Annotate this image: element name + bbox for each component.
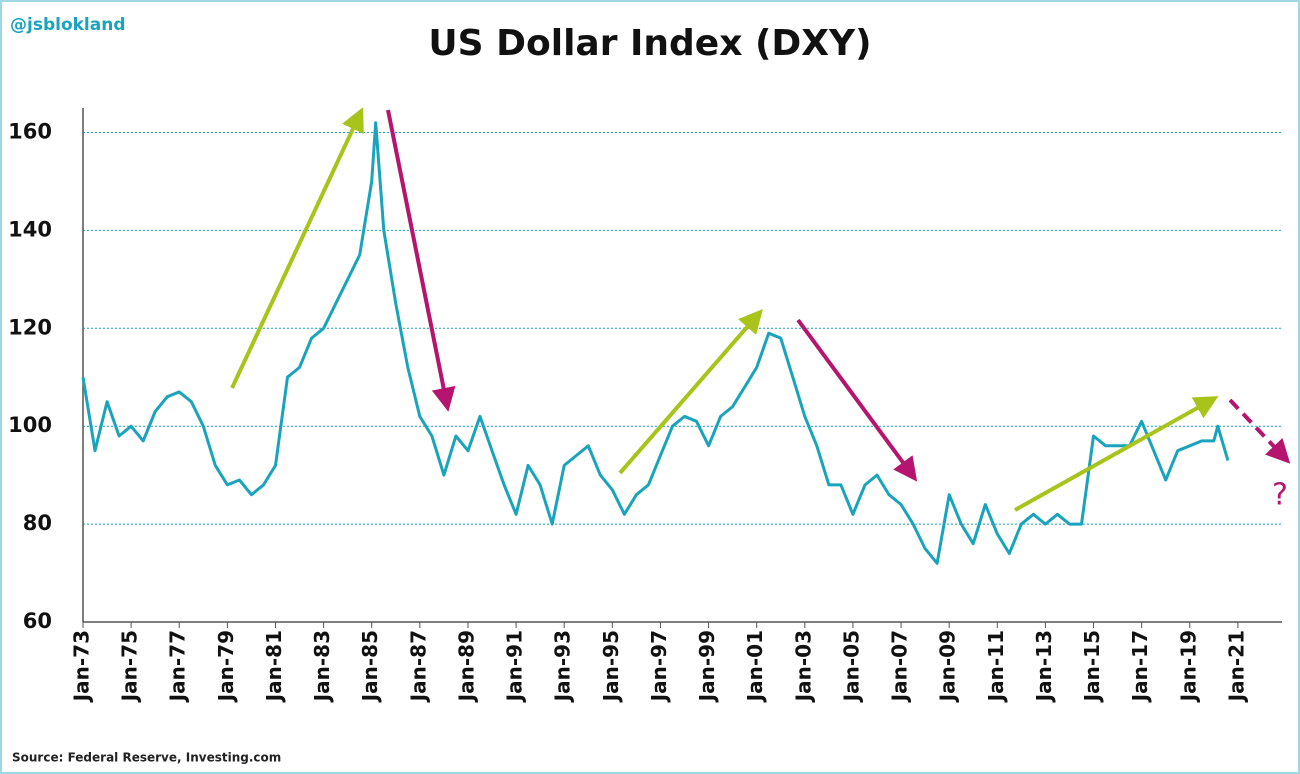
y-tick-label: 120 xyxy=(8,315,52,339)
y-tick-label: 80 xyxy=(23,511,52,535)
y-tick-label: 140 xyxy=(8,217,52,241)
x-tick-label: Jan-73 xyxy=(70,630,94,703)
chart-title: US Dollar Index (DXY) xyxy=(428,23,871,64)
arrow-dashed xyxy=(1228,398,1291,464)
x-tick-label: Jan-19 xyxy=(1176,630,1200,703)
y-tick-label: 60 xyxy=(23,609,52,633)
x-tick-label: Jan-79 xyxy=(214,630,238,703)
x-tick-label: Jan-93 xyxy=(551,630,575,703)
x-tick-label: Jan-87 xyxy=(406,630,430,703)
arrows xyxy=(230,107,1291,512)
x-tick-label: Jan-17 xyxy=(1128,630,1152,703)
x-tick-label: Jan-75 xyxy=(118,630,142,703)
y-tick-label: 100 xyxy=(8,413,52,437)
arrow-down xyxy=(796,318,918,482)
arrow-down xyxy=(386,109,456,412)
arrow-up xyxy=(230,107,364,389)
annotation: ? xyxy=(1272,478,1288,513)
x-tick-label: Jan-15 xyxy=(1080,630,1104,703)
x-tick-label: Jan-99 xyxy=(695,630,719,703)
x-tick-label: Jan-81 xyxy=(262,630,286,703)
x-tick-label: Jan-89 xyxy=(454,630,478,703)
x-tick-label: Jan-77 xyxy=(166,630,190,703)
x-tick-label: Jan-83 xyxy=(310,630,334,703)
x-tick-label: Jan-05 xyxy=(839,630,863,703)
x-tick-label: Jan-13 xyxy=(1032,630,1056,703)
watermark: @jsblokland xyxy=(10,15,126,35)
x-tick-label: Jan-01 xyxy=(743,630,767,703)
x-tick-label: Jan-21 xyxy=(1224,630,1248,703)
arrow-up xyxy=(1014,396,1219,512)
x-tick-label: Jan-97 xyxy=(647,630,671,703)
x-tick-label: Jan-91 xyxy=(503,630,527,703)
line xyxy=(81,121,1230,565)
x-tick-label: Jan-85 xyxy=(358,630,382,703)
source: Source: Federal Reserve, Investing.com xyxy=(12,751,281,765)
x-tick-label: Jan-11 xyxy=(984,630,1008,703)
y-tick-label: 160 xyxy=(8,119,52,143)
x-tick-label: Jan-03 xyxy=(791,630,815,703)
arrow-up xyxy=(618,308,763,475)
x-tick-label: Jan-95 xyxy=(599,630,623,703)
x-tick-label: Jan-07 xyxy=(888,630,912,703)
plot: 60 80 100 120 140 160 Jan-73 Jan-75 Jan-77 Jan-79… xyxy=(8,108,1282,703)
x-tick-label: Jan-09 xyxy=(936,630,960,703)
